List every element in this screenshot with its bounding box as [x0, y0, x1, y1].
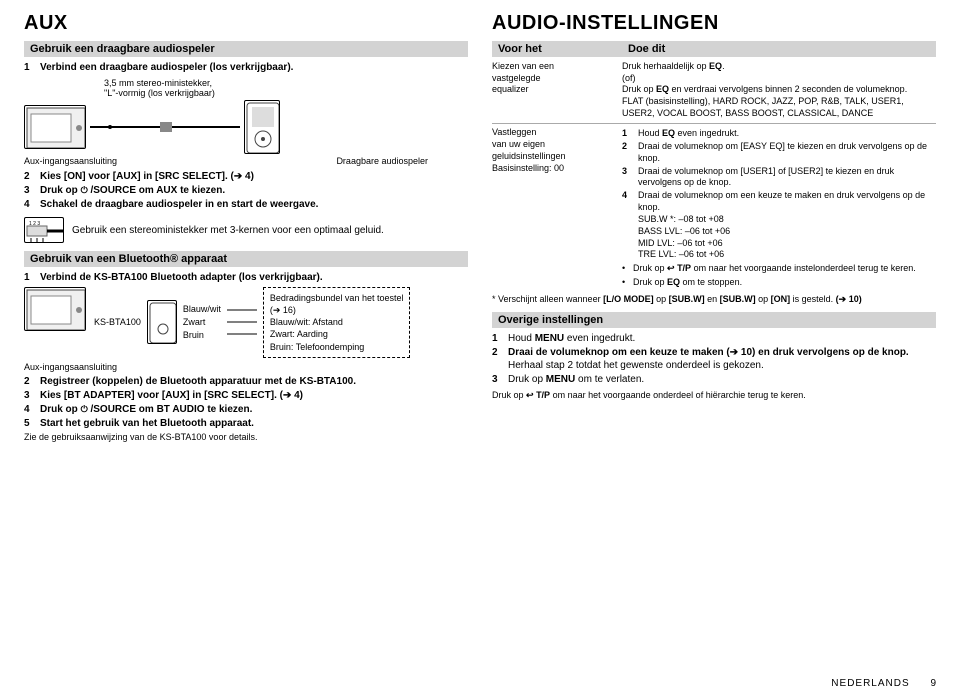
- aux-heading: AUX: [24, 12, 468, 35]
- step-text: Registreer (koppelen) de Bluetooth appar…: [40, 375, 468, 388]
- step-num: 3: [24, 389, 34, 402]
- row-eq-select-action: Druk herhaaldelijk op EQ. (of) Druk op E…: [622, 61, 936, 119]
- section-other-settings: Overige instellingen: [492, 312, 936, 328]
- svg-text:1 2 3: 1 2 3: [29, 221, 40, 227]
- return-icon: [667, 263, 675, 273]
- col-doe: Doe dit: [628, 43, 930, 55]
- cable-icon: [90, 117, 240, 137]
- wire-bw: Blauw/wit: [183, 303, 221, 316]
- power-icon: [81, 404, 88, 415]
- settings-header-bar: Voor het Doe dit: [492, 41, 936, 57]
- aux-input-label: Aux-ingangsaansluiting: [24, 362, 468, 373]
- wire-bw-desc: Blauw/wit: Afstand: [270, 316, 404, 328]
- section-portable-player: Gebruik een draagbare audiospeler: [24, 41, 468, 57]
- step-text: Kies [ON] voor [AUX] in [SRC SELECT]. (➔…: [40, 170, 468, 183]
- wire-zw-desc: Zwart: Aarding: [270, 328, 404, 340]
- player-label: Draagbare audiospeler: [336, 156, 428, 166]
- bt-manual-note: Zie de gebruiksaanwijzing van de KS-BTA1…: [24, 432, 468, 443]
- step-num: 2: [24, 170, 34, 183]
- step-text: Start het gebruik van het Bluetooth appa…: [40, 417, 468, 430]
- step-num: 2: [24, 375, 34, 388]
- stereo-note: Gebruik een stereoministekker met 3-kern…: [72, 225, 384, 236]
- wire-br: Bruin: [183, 329, 221, 342]
- step-num: 5: [24, 417, 34, 430]
- return-note: Druk op T/P om naar het voorgaande onder…: [492, 390, 936, 402]
- stereo-plug-icon: 1 2 3: [24, 217, 64, 243]
- step-num: 4: [24, 403, 34, 416]
- footer-lang: NEDERLANDS: [831, 678, 909, 689]
- footnote-star: * Verschijnt alleen wanneer [L/O MODE] o…: [492, 294, 936, 306]
- audio-settings-heading: AUDIO-INSTELLINGEN: [492, 12, 936, 35]
- row-eq-custom-label: Vastleggenvan uw eigengeluidsinstellinge…: [492, 127, 612, 288]
- step-text: Houd MENU even ingedrukt.: [508, 332, 936, 345]
- step-num: 3: [24, 184, 34, 197]
- aux-input-label: Aux-ingangsaansluiting: [24, 156, 117, 166]
- diagram-aux-player: 3,5 mm stereo-ministekker, "L"-vormig (l…: [24, 78, 468, 166]
- step-text: Kies [BT ADAPTER] voor [AUX] in [SRC SEL…: [40, 389, 468, 402]
- wire-lines-icon: [227, 300, 257, 344]
- step-text: Druk op /SOURCE om AUX te kiezen.: [40, 184, 468, 197]
- step-text: Verbind de KS-BTA100 Bluetooth adapter (…: [40, 271, 468, 284]
- portable-player-icon: [244, 100, 280, 154]
- row-eq-custom-action: 1Houd EQ even ingedrukt. 2Draai de volum…: [622, 127, 936, 288]
- page-footer: NEDERLANDS 9: [831, 678, 936, 689]
- step-text: Druk op MENU om te verlaten.: [508, 373, 936, 386]
- step-num: 1: [24, 61, 34, 74]
- return-icon: [526, 390, 534, 400]
- wire-br-desc: Bruin: Telefoondemping: [270, 341, 404, 353]
- bundle-label: Bedradingsbundel van het toestel (➔ 16): [270, 292, 404, 316]
- ks-label: KS-BTA100: [94, 317, 141, 327]
- head-unit-icon: [24, 287, 86, 331]
- step-text: Schakel de draagbare audiospeler in en s…: [40, 198, 468, 211]
- step-text: Draai de volumeknop om een keuze te make…: [508, 346, 936, 372]
- step-text: Druk op /SOURCE om BT AUDIO te kiezen.: [40, 403, 468, 416]
- mini-plug-label: 3,5 mm stereo-ministekker, "L"-vormig (l…: [104, 78, 468, 98]
- wire-zw: Zwart: [183, 316, 221, 329]
- diagram-bluetooth: KS-BTA100 Blauw/wit Zwart Bruin Bedradin…: [24, 287, 468, 358]
- step-text: Verbind een draagbare audiospeler (los v…: [40, 61, 468, 74]
- row-eq-select-label: Kiezen van eenvastgelegdeequalizer: [492, 61, 612, 119]
- footer-page: 9: [930, 678, 936, 689]
- step-num: 1: [24, 271, 34, 284]
- head-unit-icon: [24, 105, 86, 149]
- power-icon: [81, 185, 88, 196]
- bt-adapter-icon: [147, 300, 177, 344]
- step-num: 4: [24, 198, 34, 211]
- section-bluetooth: Gebruik van een Bluetooth® apparaat: [24, 251, 468, 267]
- col-voor: Voor het: [498, 43, 618, 55]
